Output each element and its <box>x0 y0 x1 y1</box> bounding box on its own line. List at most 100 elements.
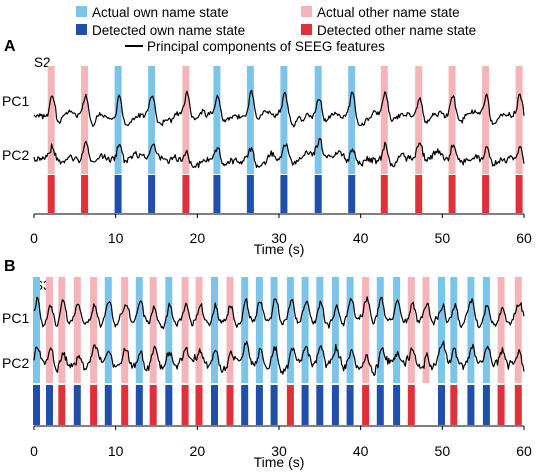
panel-a: A S2 PC1 PC2 0 10 20 30 40 50 60 Time (s) <box>2 38 532 257</box>
actual-state-bar-own <box>241 277 249 383</box>
detected-state-bar-own <box>331 385 339 425</box>
actual-state-bar-other <box>362 277 370 383</box>
actual-state-bar-other <box>58 277 66 383</box>
actual-state-bar-other <box>181 277 189 383</box>
actual-state-bar-own <box>104 277 112 383</box>
detected-state-bar-own <box>467 385 475 425</box>
detected-state-bar-other <box>195 385 203 425</box>
detected-state-bar-other <box>407 385 415 425</box>
actual-state-bar-own <box>270 277 278 383</box>
detected-state-bar-other <box>362 385 370 425</box>
detected-state-bar-own <box>246 175 254 213</box>
detected-state-bar-other <box>380 175 388 213</box>
detected-state-bar-other <box>514 385 522 425</box>
detected-state-bar-own <box>114 175 122 213</box>
detected-state-bar-own <box>280 175 288 213</box>
legend-swatch-actual_other <box>301 6 312 17</box>
x-tick-label: 50 <box>435 443 451 459</box>
detected-state-bar-other <box>497 385 505 425</box>
actual-state-bar-own <box>211 277 218 383</box>
detected-state-bar-other <box>448 175 456 213</box>
detected-state-bar-own <box>135 385 143 425</box>
x-tick-label: 60 <box>516 443 532 459</box>
legend-swatch-detected_other <box>301 24 312 35</box>
detected-state-bar-own <box>482 385 490 425</box>
detected-state-bar-other <box>149 385 157 425</box>
actual-state-bar-own <box>450 277 458 383</box>
actual-state-bar-other <box>407 277 415 383</box>
actual-state-bar-other <box>90 277 98 383</box>
panel-label: B <box>4 258 16 275</box>
detected-state-bar-own <box>165 385 173 425</box>
legend-label-actual_other: Actual other name state <box>317 5 460 20</box>
detected-state-bar-own <box>33 385 40 425</box>
actual-state-bar-own <box>135 277 143 383</box>
actual-state-bar-own <box>114 66 122 174</box>
actual-state-bar-own <box>482 277 490 383</box>
x-tick-label: 20 <box>190 443 206 459</box>
detected-state-bar-own <box>255 385 263 425</box>
x-tick-label: 40 <box>353 443 369 459</box>
actual-state-bar-own <box>438 277 445 383</box>
series-line-pc2 <box>33 340 525 377</box>
legend-label-detected_other: Detected other name state <box>317 23 476 38</box>
x-tick-label: 10 <box>108 230 124 246</box>
actual-state-bar-other <box>46 277 53 383</box>
legend-label-actual_own: Actual own name state <box>92 5 229 20</box>
detected-state-bar-other <box>415 175 423 213</box>
detected-state-bar-own <box>148 175 156 213</box>
detected-state-bar-own <box>301 385 309 425</box>
actual-state-bar-own <box>316 277 324 383</box>
actual-state-bar-other <box>182 66 190 174</box>
detected-state-bar-own <box>241 385 249 425</box>
detected-state-bar-other <box>121 385 129 425</box>
actual-state-bar-own <box>255 277 263 383</box>
detected-state-bar-other <box>58 385 66 425</box>
detected-state-bar-other <box>286 385 294 425</box>
detected-state-bar-other <box>450 385 458 425</box>
detected-state-bar-other <box>81 175 89 213</box>
x-tick-label: 10 <box>108 443 124 459</box>
actual-state-bar-own <box>346 277 354 383</box>
legend-label-pc: Principal components of SEEG features <box>147 39 385 54</box>
detected-state-bar-own <box>438 385 445 425</box>
detected-state-bar-own <box>316 385 324 425</box>
x-tick-label: 0 <box>30 443 38 459</box>
series-label: PC1 <box>2 93 29 109</box>
detected-state-bar-own <box>346 385 354 425</box>
actual-state-bar-other <box>47 66 55 174</box>
actual-state-bar-other <box>415 66 423 174</box>
series-label: PC2 <box>2 147 29 163</box>
actual-state-bar-own <box>213 66 221 174</box>
actual-state-bar-other <box>195 277 203 383</box>
legend-label-detected_own: Detected own name state <box>92 23 245 38</box>
detected-state-bar-own <box>376 385 384 425</box>
detected-state-bar-other <box>226 385 234 425</box>
actual-state-bar-other <box>149 277 157 383</box>
actual-state-bar-own <box>314 66 322 174</box>
actual-state-bar-own <box>246 66 254 174</box>
x-tick-label: 60 <box>516 230 532 246</box>
actual-state-bar-other <box>514 277 522 383</box>
actual-state-bar-own <box>148 66 156 174</box>
actual-state-bar-other <box>482 66 490 174</box>
series-label: PC1 <box>2 310 29 326</box>
legend: Actual own name state Actual other name s… <box>76 5 476 54</box>
actual-state-bar-own <box>331 277 339 383</box>
legend-swatch-actual_own <box>76 6 87 17</box>
detected-state-bar-own <box>211 385 218 425</box>
actual-state-bar-other <box>73 277 81 383</box>
x-tick-label: 40 <box>353 230 369 246</box>
actual-state-bar-own <box>280 66 288 174</box>
series-line-pc1 <box>33 296 525 330</box>
detected-state-bar-other <box>181 385 189 425</box>
actual-state-bar-own <box>286 277 294 383</box>
actual-state-bar-own <box>348 66 356 174</box>
actual-state-bar-other <box>380 66 388 174</box>
actual-state-bar-other <box>422 277 430 383</box>
x-axis-label: Time (s) <box>254 454 305 470</box>
detected-state-bar-own <box>314 175 322 213</box>
actual-state-bar-own <box>393 277 401 383</box>
